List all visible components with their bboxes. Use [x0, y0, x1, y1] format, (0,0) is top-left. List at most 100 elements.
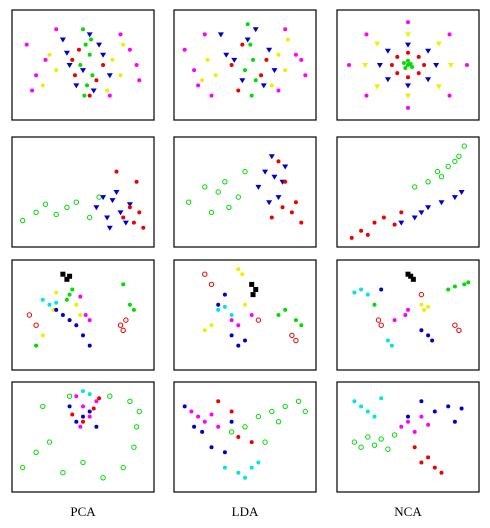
point [269, 408, 275, 415]
point [268, 154, 275, 160]
point [235, 194, 242, 200]
point [231, 57, 238, 63]
point [375, 317, 382, 323]
point [459, 406, 464, 411]
panel-frame [336, 136, 480, 248]
point [202, 271, 208, 277]
point [200, 429, 205, 434]
point [122, 220, 129, 226]
point [260, 83, 267, 89]
point [33, 209, 39, 216]
point [229, 313, 234, 317]
point [249, 313, 254, 317]
point [131, 307, 136, 312]
point [384, 77, 391, 83]
point [73, 199, 80, 205]
point [410, 65, 415, 70]
point [362, 63, 369, 68]
point [252, 27, 259, 33]
point [226, 204, 232, 211]
point [114, 169, 119, 174]
point [70, 287, 75, 292]
point [451, 195, 458, 201]
point [228, 429, 235, 435]
point [209, 93, 214, 98]
point [74, 394, 79, 399]
point [434, 168, 441, 175]
point [293, 200, 298, 205]
point [100, 475, 106, 481]
panel-frame [11, 136, 155, 248]
point [30, 88, 35, 93]
panel-frame [173, 381, 317, 493]
point [412, 184, 418, 190]
point [105, 88, 110, 93]
point [20, 464, 26, 471]
point [293, 337, 299, 344]
point [134, 179, 139, 184]
point [202, 32, 207, 37]
point [217, 32, 224, 38]
point [405, 42, 411, 48]
point [74, 302, 79, 307]
point [196, 414, 201, 419]
point [384, 48, 391, 54]
point [374, 84, 381, 90]
point [78, 294, 83, 299]
point [229, 318, 234, 323]
point [67, 404, 72, 409]
point [293, 318, 298, 323]
point [100, 195, 107, 201]
point [64, 297, 69, 302]
point [378, 322, 384, 328]
point [249, 465, 254, 470]
point [54, 290, 59, 295]
point [87, 52, 92, 57]
point [87, 93, 92, 98]
point [419, 302, 424, 307]
point [53, 211, 59, 218]
point [242, 168, 248, 175]
point [97, 396, 102, 401]
point [392, 318, 397, 323]
point [213, 73, 218, 78]
point [282, 164, 289, 170]
point [78, 424, 83, 429]
point [70, 57, 75, 62]
point [371, 442, 378, 448]
point [72, 73, 77, 78]
point [253, 287, 259, 292]
point [20, 217, 26, 224]
point [42, 201, 49, 207]
point [54, 307, 59, 312]
point [410, 276, 416, 282]
point [223, 52, 230, 58]
point [54, 68, 59, 73]
point [127, 398, 133, 404]
point [255, 317, 262, 323]
point [461, 143, 467, 149]
point [385, 338, 390, 343]
point [452, 158, 458, 165]
point [379, 396, 384, 401]
point [131, 444, 137, 450]
point [40, 333, 45, 338]
panel-frame [11, 9, 155, 121]
point [405, 83, 411, 89]
point [359, 228, 364, 233]
point [236, 323, 241, 328]
point [269, 83, 274, 88]
panel-frame [11, 381, 155, 493]
point [87, 414, 92, 419]
point [24, 42, 29, 47]
point [395, 54, 400, 59]
point [283, 27, 288, 32]
point [447, 32, 452, 37]
point [101, 63, 106, 67]
point [299, 323, 304, 328]
point [406, 58, 410, 63]
point [216, 399, 221, 404]
point [364, 93, 369, 98]
point [90, 88, 97, 94]
point [293, 52, 298, 57]
